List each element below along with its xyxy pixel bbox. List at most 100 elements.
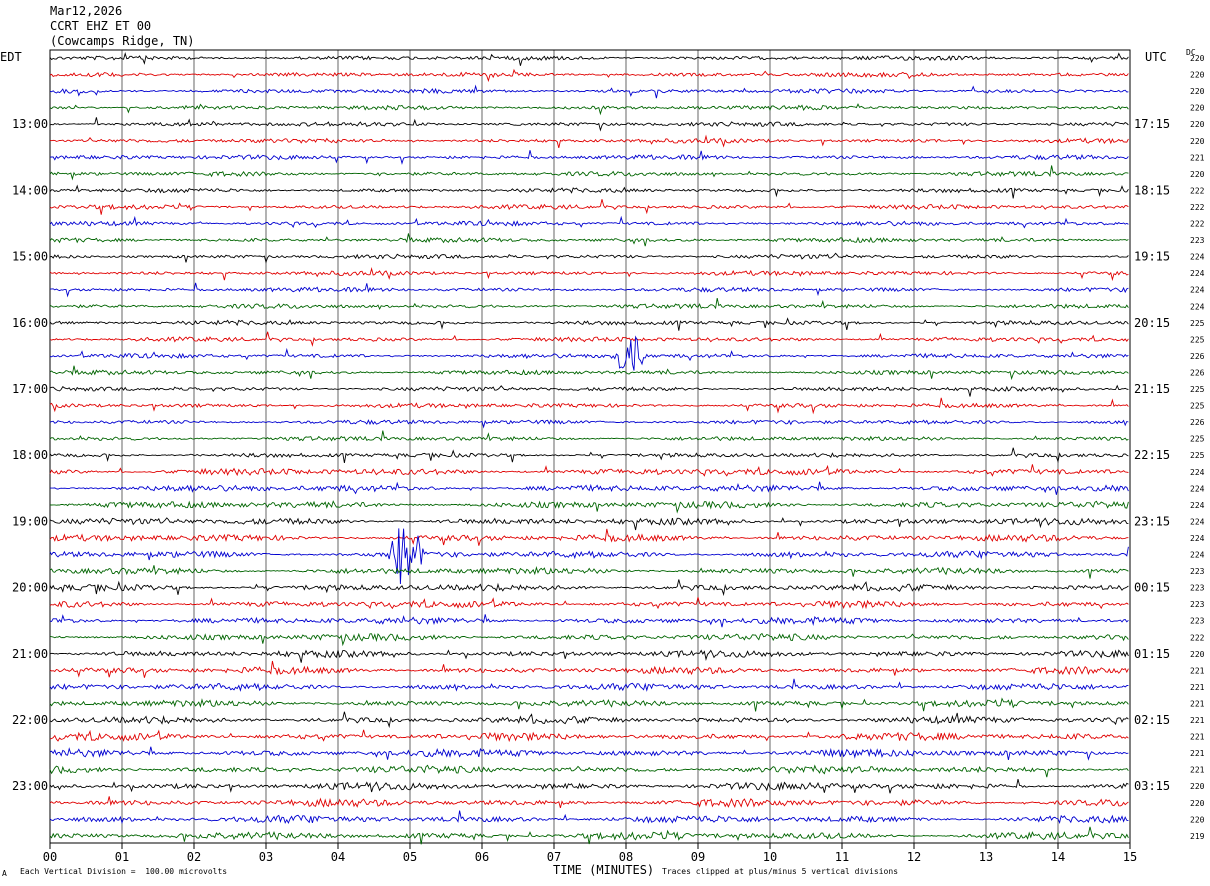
x-tick-label: 00 <box>43 850 57 864</box>
dc-value: 220 <box>1190 87 1205 96</box>
dc-value: 221 <box>1190 749 1205 758</box>
dc-value: 226 <box>1190 418 1205 427</box>
seismic-trace <box>49 384 1129 397</box>
dc-value: 220 <box>1190 120 1205 129</box>
seismic-trace <box>49 614 1129 628</box>
seismic-trace <box>49 697 1129 712</box>
seismic-trace <box>49 165 1129 181</box>
utc-time-label: 22:15 <box>1134 448 1170 462</box>
dc-value: 223 <box>1190 236 1205 245</box>
seismic-trace <box>50 481 1129 495</box>
seismic-trace <box>49 464 1129 477</box>
dc-value: 220 <box>1190 54 1205 63</box>
seismic-trace <box>49 500 1129 514</box>
seismic-trace <box>49 632 1129 647</box>
dc-value: 226 <box>1190 352 1205 361</box>
seismic-trace <box>49 397 1129 415</box>
seismic-trace <box>49 729 1129 743</box>
dc-value: 224 <box>1190 302 1205 311</box>
dc-value: 220 <box>1190 104 1205 113</box>
x-tick-label: 13 <box>979 850 993 864</box>
dc-value: 222 <box>1190 186 1205 195</box>
dc-value: 225 <box>1190 319 1205 328</box>
utc-time-label: 03:15 <box>1134 779 1170 793</box>
seismic-trace <box>49 746 1129 761</box>
seismic-trace <box>49 84 1129 99</box>
seismic-trace <box>49 565 1129 579</box>
dc-value: 220 <box>1190 815 1205 824</box>
seismic-trace <box>49 331 1129 347</box>
dc-value: 219 <box>1190 832 1205 841</box>
dc-value: 225 <box>1190 385 1205 394</box>
dc-value: 226 <box>1190 368 1205 377</box>
edt-axis-title: EDT <box>0 50 22 64</box>
seismic-trace <box>49 649 1129 663</box>
seismic-trace <box>49 298 1129 310</box>
edt-time-label: 19:00 <box>12 514 48 528</box>
dc-value: 221 <box>1190 716 1205 725</box>
dc-value: 220 <box>1190 799 1205 808</box>
edt-time-label: 23:00 <box>12 779 48 793</box>
x-tick-label: 01 <box>115 850 129 864</box>
utc-time-label: 17:15 <box>1134 117 1170 131</box>
plot-frame <box>49 49 1131 844</box>
seismic-trace <box>49 103 1129 116</box>
utc-time-label: 01:15 <box>1134 647 1170 661</box>
seismic-trace <box>49 430 1129 442</box>
vertical-division-note: Each Vertical Division = 100.00 microvol… <box>20 867 228 876</box>
date-label: Mar12,2026 <box>50 4 123 18</box>
dc-value: 225 <box>1190 451 1205 460</box>
seismic-trace <box>49 267 1129 282</box>
x-tick-label: 07 <box>547 850 561 864</box>
utc-time-label: 02:15 <box>1134 713 1170 727</box>
x-tick-label: 02 <box>187 850 201 864</box>
seismic-trace <box>49 317 1129 331</box>
dc-value: 222 <box>1190 220 1205 229</box>
x-tick-label: 11 <box>835 850 849 864</box>
seismic-trace <box>49 678 1129 692</box>
seismic-trace <box>49 150 1129 165</box>
seismic-trace <box>49 810 1129 825</box>
edt-time-label: 21:00 <box>12 647 48 661</box>
utc-time-label: 00:15 <box>1134 581 1170 595</box>
seismic-trace <box>49 579 1129 597</box>
seismic-trace <box>49 117 1129 132</box>
x-tick-label: 15 <box>1123 850 1137 864</box>
seismic-trace <box>49 252 1129 264</box>
x-tick-label: 03 <box>259 850 273 864</box>
utc-time-label: 21:15 <box>1134 382 1170 396</box>
seismic-trace <box>49 528 1129 546</box>
dc-value: 224 <box>1190 269 1205 278</box>
edt-time-label: 20:00 <box>12 581 48 595</box>
dc-value: 223 <box>1190 600 1205 609</box>
dc-value: 224 <box>1190 468 1205 477</box>
utc-time-label: 19:15 <box>1134 250 1170 264</box>
edt-time-label: 16:00 <box>12 316 48 330</box>
seismic-trace <box>49 134 1129 149</box>
seismic-trace <box>49 233 1129 247</box>
dc-value: 221 <box>1190 699 1205 708</box>
utc-time-label: 23:15 <box>1134 514 1170 528</box>
dc-value: 223 <box>1190 567 1205 576</box>
x-tick-label: 09 <box>691 850 705 864</box>
seismic-trace <box>49 597 1129 610</box>
edt-time-label: 18:00 <box>12 448 48 462</box>
seismic-trace <box>49 796 1129 809</box>
dc-value: 220 <box>1190 71 1205 80</box>
dc-value: 224 <box>1190 484 1205 493</box>
seismic-trace <box>49 184 1129 199</box>
dc-value: 221 <box>1190 666 1205 675</box>
edt-time-label: 15:00 <box>12 250 48 264</box>
dc-value: 223 <box>1190 584 1205 593</box>
seismic-trace <box>49 52 1129 66</box>
dc-value: 221 <box>1190 153 1205 162</box>
x-tick-label: 12 <box>907 850 921 864</box>
dc-value: 225 <box>1190 435 1205 444</box>
x-tick-label: 06 <box>475 850 489 864</box>
x-tick-label: 05 <box>403 850 417 864</box>
dc-value: 220 <box>1190 650 1205 659</box>
station-label: CCRT EHZ ET 00 <box>50 19 152 33</box>
utc-axis-title: UTC <box>1145 50 1167 64</box>
dc-value: 220 <box>1190 170 1205 179</box>
